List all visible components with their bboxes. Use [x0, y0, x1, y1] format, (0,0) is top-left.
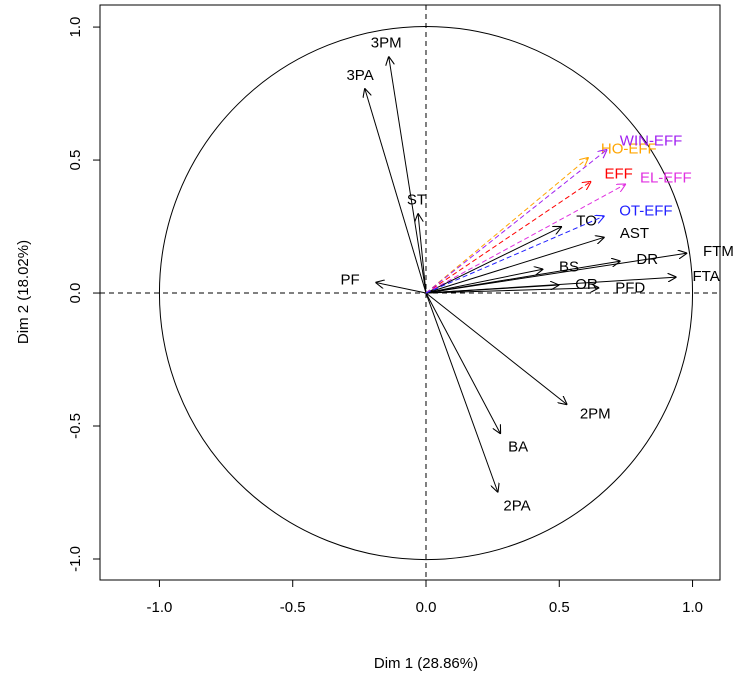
variable-label: BS	[559, 258, 579, 275]
y-tick-label: 0.5	[67, 150, 84, 171]
variable-arrow	[375, 282, 427, 294]
y-tick-label: 1.0	[67, 17, 84, 38]
variable-arrow	[425, 285, 559, 294]
y-tick-label: -0.5	[67, 413, 84, 439]
x-axis-label: Dim 1 (28.86%)	[374, 655, 478, 672]
variable-label: OT-EFF	[619, 202, 672, 219]
variable-arrow	[425, 269, 543, 294]
variable-arrow	[425, 292, 501, 434]
variable-arrow	[425, 181, 591, 294]
x-tick-label: 1.0	[682, 599, 703, 616]
variable-arrow	[425, 253, 687, 294]
variable-arrow	[425, 237, 605, 294]
variable-label: AST	[620, 225, 649, 242]
variable-arrow	[418, 213, 427, 294]
variable-label: EFF	[605, 165, 633, 182]
variable-arrow	[365, 88, 427, 294]
x-tick-label: -0.5	[280, 599, 306, 616]
variable-arrow	[425, 157, 589, 294]
y-axis-label: Dim 2 (18.02%)	[15, 240, 32, 344]
variable-label: ST	[407, 191, 426, 208]
variable-label: 2PM	[580, 405, 611, 422]
variable-label: BA	[508, 438, 528, 455]
variable-label: WIN-EFF	[620, 133, 682, 150]
variable-label: PFD	[615, 279, 645, 296]
y-tick-label: 0.0	[67, 283, 84, 304]
plot-frame	[99, 4, 721, 581]
variable-arrow	[425, 216, 605, 294]
variable-label: HO-EFF	[601, 140, 657, 157]
variable-label: FTA	[693, 268, 720, 285]
x-tick-label: -1.0	[147, 599, 173, 616]
variable-label: TO	[576, 212, 597, 229]
variable-label: EL-EFF	[640, 169, 692, 186]
variable-arrow	[425, 184, 626, 294]
variable-arrow	[425, 292, 567, 405]
variable-label: OR	[575, 276, 598, 293]
variable-label: 2PA	[503, 498, 530, 515]
variable-arrow	[425, 292, 498, 492]
variable-arrow	[389, 56, 427, 294]
y-tick-label: -1.0	[67, 546, 84, 572]
variable-label: FTM	[703, 243, 734, 260]
variable-arrow	[425, 288, 599, 294]
x-tick-label: 0.0	[416, 599, 437, 616]
variable-arrow	[425, 149, 607, 294]
variable-label: 3PA	[346, 67, 373, 84]
variable-label: PF	[341, 272, 360, 289]
variable-label: 3PM	[371, 35, 402, 52]
x-tick-label: 0.5	[549, 599, 570, 616]
variable-arrow	[425, 227, 562, 294]
